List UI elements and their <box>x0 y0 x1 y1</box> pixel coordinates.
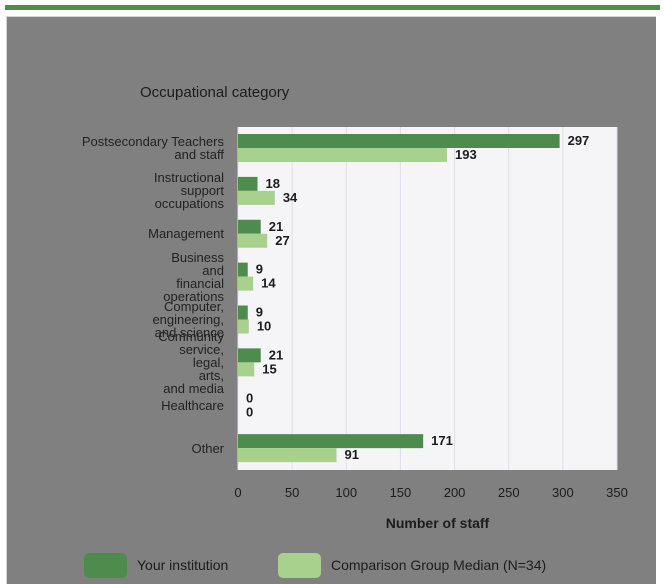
bar[interactable] <box>238 134 560 148</box>
bar-value-label: 21 <box>269 347 283 362</box>
bar-value-label: 10 <box>257 319 271 334</box>
category-label: Other <box>191 440 224 456</box>
bar-value-label: 14 <box>261 276 276 291</box>
bar-value-label: 15 <box>262 361 276 376</box>
bar[interactable] <box>238 434 424 449</box>
x-tick-label: 250 <box>498 485 520 500</box>
plot-area <box>238 127 617 470</box>
bar[interactable] <box>238 233 268 248</box>
bar-value-label: 18 <box>265 176 279 191</box>
category-label: Healthcare <box>161 397 224 413</box>
category-label: Management <box>148 226 224 242</box>
bar-value-label: 34 <box>283 190 298 205</box>
bar-value-label: 9 <box>256 305 263 320</box>
category-label: Instructional support occupations <box>153 170 224 212</box>
bar[interactable] <box>238 319 249 334</box>
x-tick-label: 150 <box>390 485 412 500</box>
category-label: Computer, engineering, and science <box>152 299 224 340</box>
category-label: Postsecondary Teachers and staff <box>81 134 224 162</box>
x-tick-label: 300 <box>552 485 574 500</box>
bar-value-label: 27 <box>275 233 289 248</box>
chart-title: Occupational category <box>140 84 290 101</box>
bar-value-label: 21 <box>269 219 283 234</box>
bar[interactable] <box>238 176 258 191</box>
bar[interactable] <box>238 348 261 363</box>
top-accent-bar <box>5 5 660 10</box>
legend-label-your-institution[interactable]: Your institution <box>137 557 229 573</box>
legend-swatch-your-institution[interactable] <box>84 553 127 578</box>
x-axis-label: Number of staff <box>386 515 490 531</box>
bar[interactable] <box>238 305 248 320</box>
x-tick-label: 200 <box>444 485 466 500</box>
bar-value-label: 171 <box>431 433 453 448</box>
x-tick-label: 350 <box>606 485 628 500</box>
category-label: Business and financial operations <box>163 249 224 304</box>
bar[interactable] <box>238 219 261 234</box>
x-tick-label: 0 <box>234 485 241 500</box>
bar-value-label: 91 <box>345 447 359 462</box>
bar-value-label: 9 <box>256 262 263 277</box>
x-tick-label: 50 <box>285 485 299 500</box>
legend-swatch-comparison[interactable] <box>278 553 321 578</box>
bar[interactable] <box>238 148 447 162</box>
x-tick-label: 100 <box>335 485 357 500</box>
bar-value-label: 0 <box>246 404 253 419</box>
bar[interactable] <box>238 276 254 291</box>
bar-value-label: 297 <box>568 133 590 148</box>
bar[interactable] <box>238 262 248 277</box>
bar[interactable] <box>238 362 255 377</box>
bar[interactable] <box>238 448 337 463</box>
category-label: Community service, legal, arts, and medi… <box>158 328 224 396</box>
bar-value-label: 193 <box>455 147 477 162</box>
legend-label-comparison[interactable]: Comparison Group Median (N=34) <box>331 557 547 573</box>
bar[interactable] <box>238 190 275 205</box>
bar-value-label: 0 <box>246 390 253 405</box>
